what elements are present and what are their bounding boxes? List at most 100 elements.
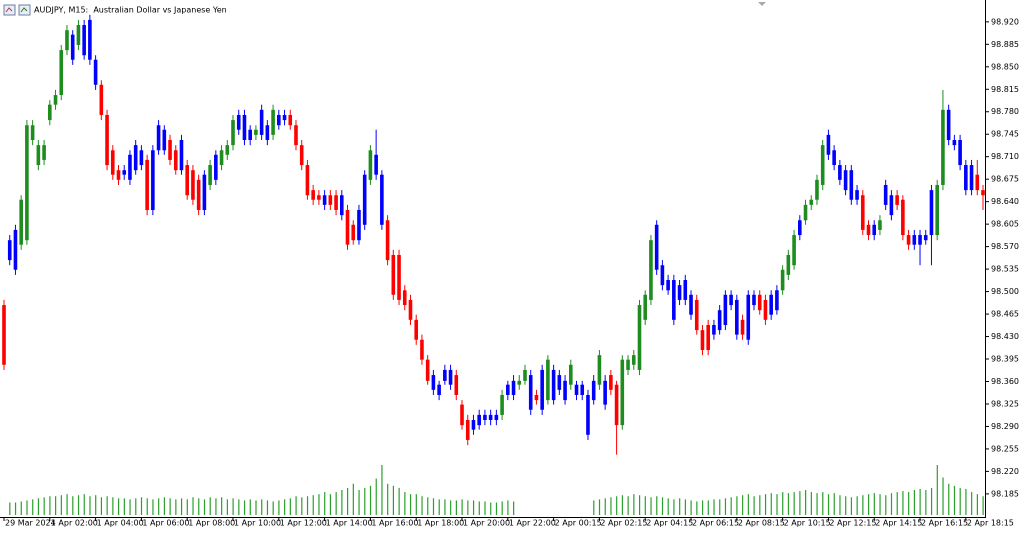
shift-marker: [758, 2, 766, 6]
candle-body: [637, 305, 642, 370]
volume-bar: [747, 494, 749, 515]
volume-bar: [284, 499, 286, 515]
candle-body: [706, 324, 710, 351]
candle-body: [122, 170, 127, 175]
volume-bar: [661, 497, 664, 515]
candle-body: [2, 305, 6, 365]
volume-bar: [289, 498, 291, 515]
candle-body: [666, 280, 670, 291]
candle-body: [59, 50, 64, 96]
candle-body: [380, 174, 384, 225]
candle-body: [849, 170, 854, 200]
volume-bar: [873, 493, 875, 515]
candle-body: [649, 240, 653, 300]
candle-body: [540, 369, 544, 410]
volume-bar: [163, 497, 166, 515]
candle-body: [557, 375, 562, 390]
candle-body: [523, 369, 527, 381]
volume-bar: [690, 500, 692, 515]
volume-bar: [925, 490, 927, 515]
candle-body: [723, 294, 728, 325]
candle-body: [511, 380, 516, 395]
candle-body: [746, 294, 751, 340]
y-tick-label: 98.710: [991, 152, 1019, 161]
candle-body: [735, 299, 739, 335]
volume-bar: [203, 499, 206, 515]
volume-bar: [106, 496, 108, 515]
candle-body: [517, 380, 522, 385]
candle-body: [958, 140, 962, 166]
volume-bar: [816, 493, 818, 515]
candle-body: [288, 114, 293, 126]
candle-body: [546, 359, 550, 401]
volume-bar: [959, 487, 961, 515]
candle-body: [654, 224, 659, 270]
candle-body: [643, 294, 648, 320]
volume-bar: [186, 499, 188, 515]
volume-bar: [301, 497, 303, 515]
candle-body: [912, 235, 917, 245]
candle-body: [414, 319, 419, 340]
volume-bar: [805, 490, 807, 515]
y-tick-label: 98.395: [991, 355, 1019, 364]
candle-body: [757, 294, 762, 311]
volume-bar: [753, 496, 755, 515]
candle-body: [895, 195, 899, 205]
volume-bar: [123, 498, 125, 515]
volume-bar: [140, 497, 143, 515]
volume-bar: [822, 492, 824, 515]
volume-bar: [667, 498, 669, 515]
volume-bar: [902, 491, 904, 515]
candle-body: [935, 184, 939, 236]
volume-bar: [198, 498, 200, 515]
candle-body: [70, 34, 75, 60]
candle-body: [626, 359, 630, 370]
volume-bar: [347, 487, 349, 515]
volume-bar: [856, 496, 858, 515]
candle-body: [322, 195, 327, 205]
candle-body: [88, 19, 92, 60]
x-tick-label: 1 Apr 16:00: [371, 519, 418, 528]
candle-body: [133, 145, 138, 171]
candle-body: [975, 174, 980, 191]
x-tick-label: 2 Apr 02:15: [600, 519, 647, 528]
candle-body: [918, 235, 922, 245]
candle-body: [712, 324, 716, 335]
candle-body: [374, 154, 378, 175]
volume-bar: [633, 494, 635, 515]
volume-bar: [409, 494, 412, 515]
volume-bar: [266, 500, 269, 515]
candle-body: [534, 394, 539, 401]
candle-body: [214, 154, 218, 180]
y-tick-label: 98.640: [991, 197, 1019, 206]
candle-body: [397, 254, 401, 300]
y-tick-label: 98.220: [991, 467, 1019, 476]
icon-glyph: [5, 7, 13, 13]
volume-bar: [908, 492, 910, 515]
volume-bar: [450, 500, 452, 515]
candle-body: [13, 229, 18, 270]
volume-bar: [215, 498, 217, 515]
volume-bar: [787, 493, 790, 515]
y-tick-label: 98.290: [991, 422, 1019, 431]
y-tick-label: 98.885: [991, 40, 1019, 49]
volume-bar: [656, 496, 658, 515]
candle-body: [385, 220, 390, 261]
volume-bar: [833, 493, 835, 515]
candle-body: [465, 420, 470, 440]
volume-bar: [358, 490, 360, 515]
candle-body: [946, 109, 951, 141]
y-tick-label: 98.745: [991, 130, 1019, 139]
volume-bar: [776, 494, 778, 515]
volume-bar: [604, 498, 606, 515]
symbol-icons: [3, 4, 31, 16]
candle-body: [299, 145, 304, 166]
volume-bar: [507, 500, 509, 515]
candle-body: [408, 299, 413, 320]
volume-bar: [37, 498, 40, 515]
volume-bar: [627, 496, 629, 515]
candle-body: [855, 190, 859, 200]
x-tick-label: 1 Apr 04:00: [97, 519, 144, 528]
candle-body: [93, 59, 98, 85]
candle-body: [672, 280, 676, 320]
